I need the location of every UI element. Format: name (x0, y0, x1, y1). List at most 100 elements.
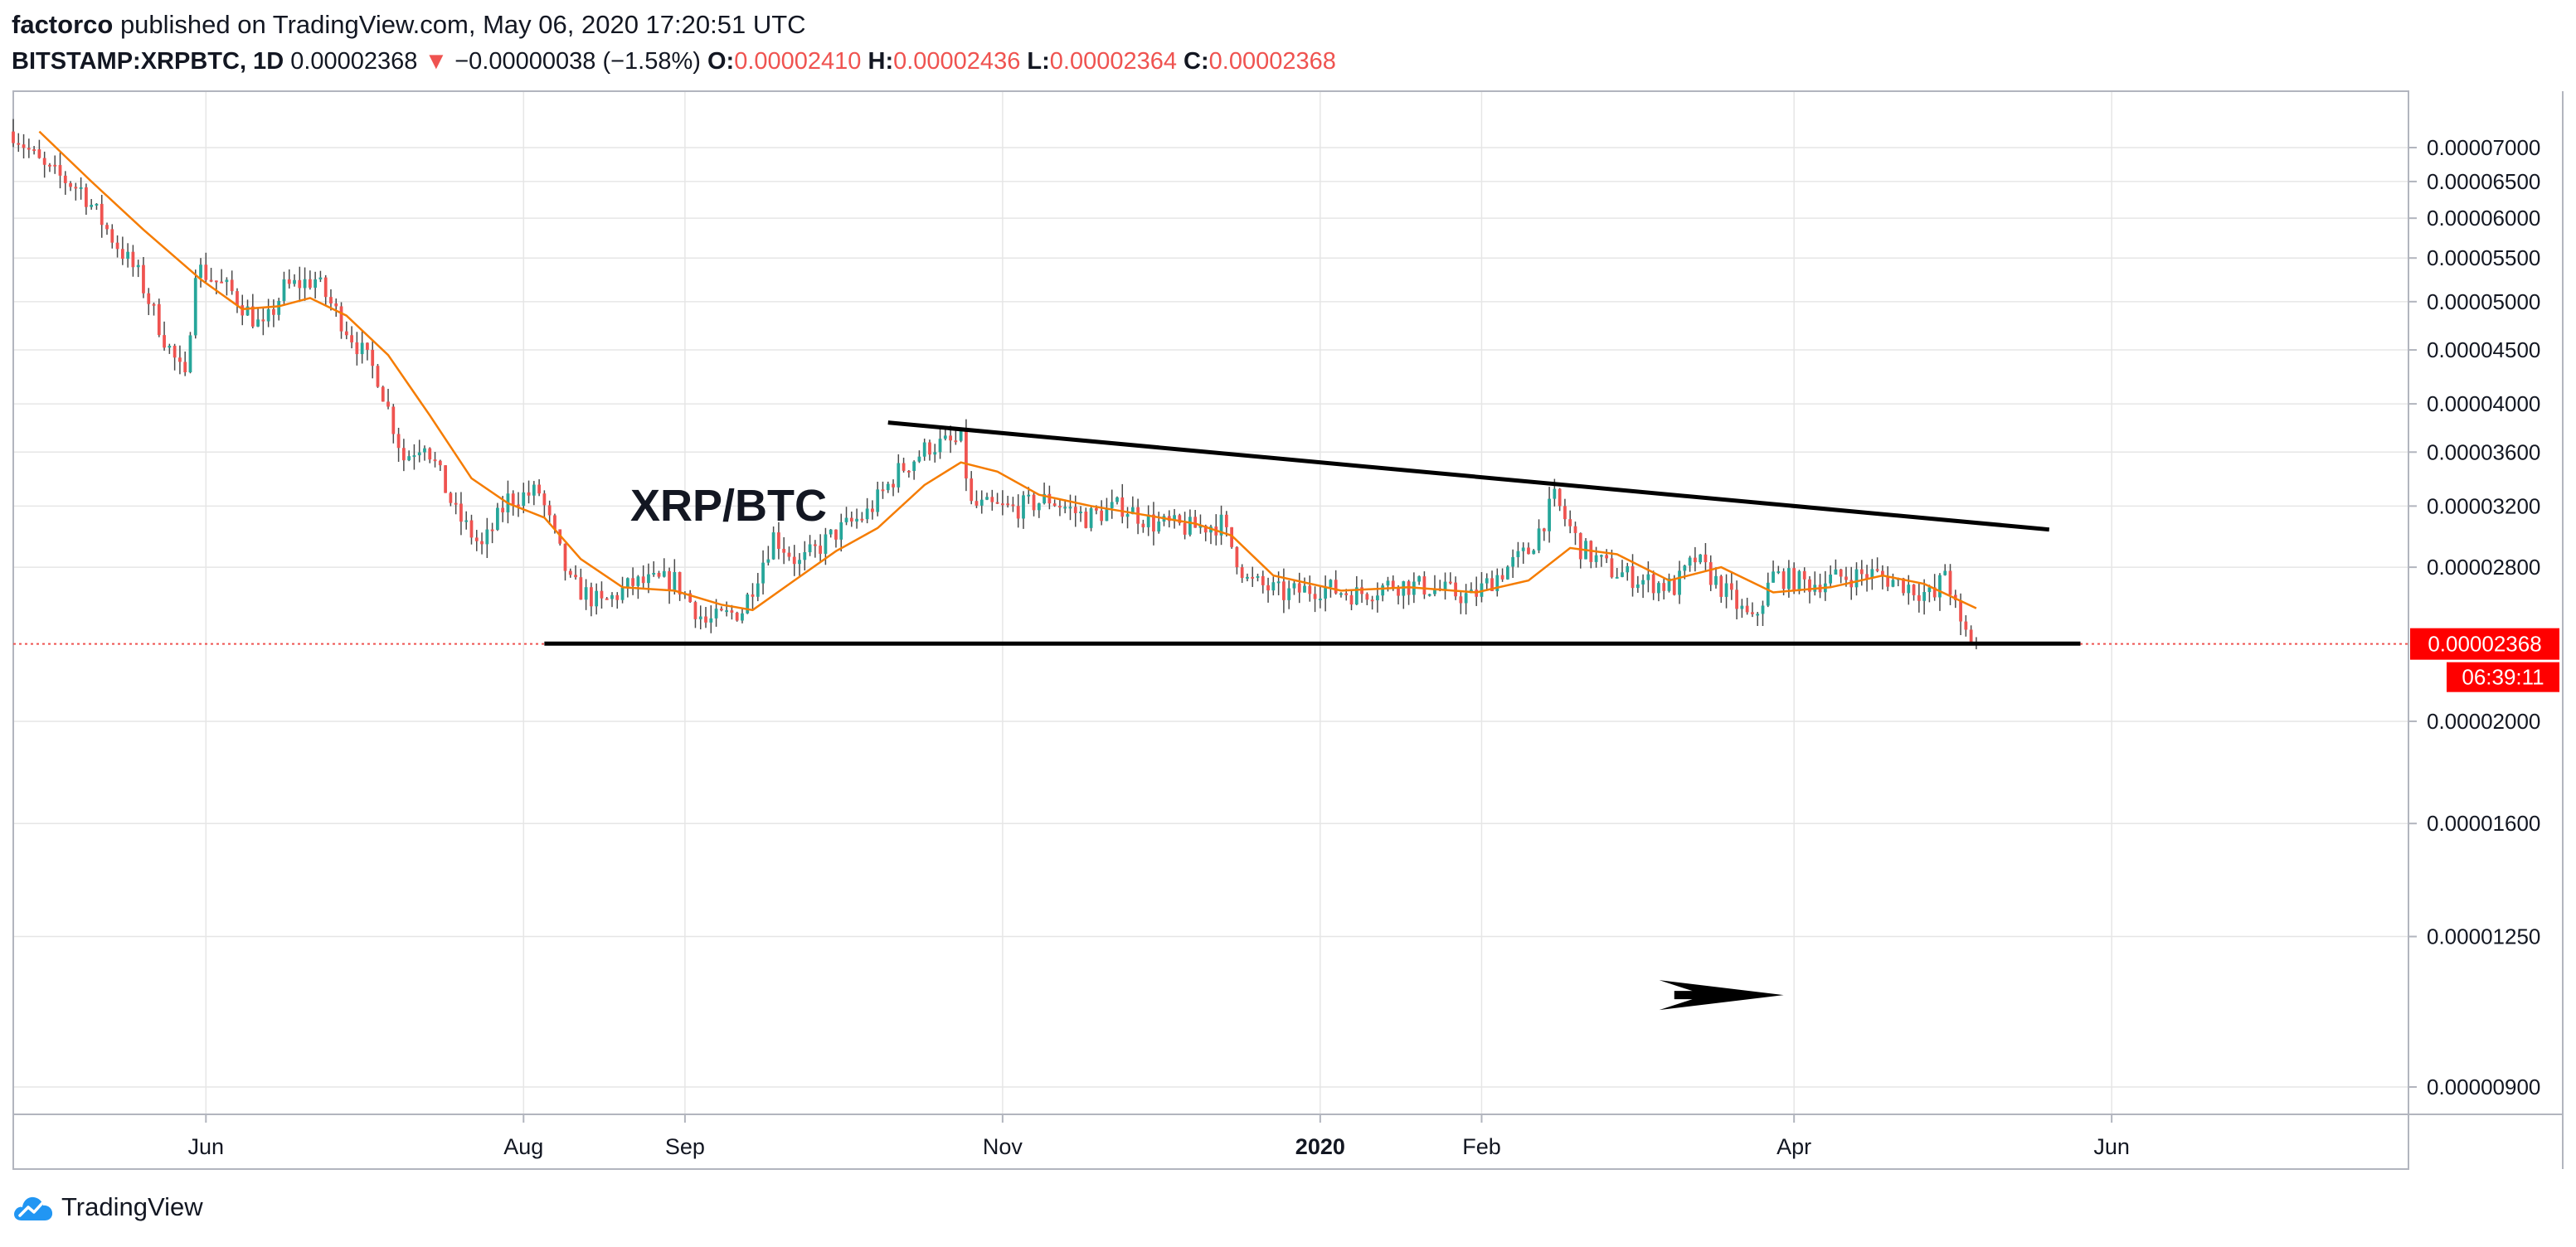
candle-body (1761, 605, 1765, 614)
candle-body (1708, 562, 1713, 585)
candle-body (1047, 493, 1052, 504)
candle-body (417, 452, 421, 456)
candle-body (511, 493, 515, 505)
candle-body (204, 264, 208, 280)
candle-body (339, 306, 343, 332)
candle-body (1386, 580, 1390, 586)
candle-body (1787, 568, 1791, 590)
candle-body (1354, 587, 1358, 605)
countdown-badge-value: 06:39:11 (2462, 665, 2544, 690)
candle-body (1224, 514, 1228, 527)
candle-body (1115, 497, 1119, 502)
candle-body (1261, 575, 1265, 585)
candle-body (1599, 555, 1603, 557)
candle-body (1251, 576, 1255, 579)
candle-body (407, 456, 411, 461)
candle-body (1704, 554, 1708, 563)
candle-body (1193, 517, 1198, 528)
candle-body (163, 335, 166, 348)
candle-body (490, 529, 494, 531)
candle-body (1626, 565, 1630, 573)
candle-body (469, 520, 474, 538)
chart-annotation[interactable]: XRP/BTC (630, 481, 827, 531)
candle-body (1152, 514, 1155, 532)
candle-body (1256, 575, 1260, 578)
candle-body (881, 489, 885, 492)
candle-body (1480, 583, 1484, 597)
candle-body (1651, 574, 1655, 594)
candle-body (1130, 507, 1135, 515)
candle-body (1198, 525, 1203, 528)
candle-body (412, 455, 416, 458)
chart-header: factorco published on TradingView.com, M… (12, 7, 1336, 80)
candle-body (647, 574, 650, 584)
candle-body (1495, 575, 1499, 591)
candle-body (1443, 581, 1447, 590)
candle-body (266, 308, 270, 322)
candle-body (1157, 521, 1161, 532)
y-tick-label: 0.00007000 (2427, 135, 2540, 160)
candle-body (1011, 504, 1015, 507)
candle-body (1318, 598, 1322, 600)
candle-body (995, 502, 999, 504)
candle-body (693, 602, 697, 619)
resistance-trendline[interactable] (887, 420, 2050, 532)
candle-body (32, 149, 36, 152)
candle-body (245, 306, 250, 316)
candle-body (1740, 605, 1744, 609)
candle-body (454, 502, 458, 505)
candle-body (1334, 580, 1338, 594)
right-arrow-icon[interactable] (1659, 980, 1784, 1011)
candle-body (1849, 580, 1854, 588)
candle-body (1433, 588, 1436, 594)
candle-body (917, 456, 921, 462)
candle-body (678, 571, 682, 595)
candle-body (1943, 570, 1947, 575)
candle-body (1464, 593, 1468, 604)
y-tick-label: 0.00001600 (2427, 811, 2540, 836)
candle-body (990, 497, 994, 502)
publisher-name[interactable]: factorco (12, 10, 114, 39)
high-value: 0.00002436 (893, 48, 1021, 75)
candle-body (495, 507, 499, 530)
candle-body (1120, 497, 1125, 517)
candle-body (178, 357, 182, 362)
candle-body (1969, 629, 1973, 643)
candle-body (1068, 507, 1072, 509)
candle-body (142, 264, 145, 294)
candle-body (1886, 576, 1890, 587)
candle-body (965, 430, 968, 479)
candle-body (136, 264, 140, 268)
candle-body (193, 278, 197, 336)
candle-body (115, 242, 119, 250)
candle-body (1246, 576, 1249, 579)
chart-frame (12, 90, 2409, 1170)
candle-body (1548, 498, 1551, 531)
candle-body (27, 148, 31, 150)
candle-body (719, 609, 723, 611)
candle-body (1219, 514, 1223, 536)
grid (13, 91, 2408, 1114)
time-axis[interactable]: Jun Aug Sep Nov 2020 Feb Apr Jun (188, 1114, 2130, 1159)
tradingview-logo[interactable]: TradingView (12, 1191, 203, 1224)
candle-body (730, 610, 734, 613)
candle-body (1235, 546, 1239, 568)
candle-body (1751, 612, 1754, 614)
candle-body (85, 187, 88, 207)
candle-body (329, 297, 333, 303)
candle-body (1938, 575, 1942, 598)
candle-body (1454, 582, 1457, 597)
candle-body (1500, 575, 1504, 580)
candle-body (1089, 508, 1093, 528)
candle-body (220, 281, 224, 284)
candle-body (396, 434, 401, 449)
candle-body (110, 229, 114, 243)
candle-body (282, 279, 286, 301)
candle-body (381, 386, 385, 402)
candle-body (657, 573, 661, 577)
price-axis[interactable]: 0.00007000 0.00006500 0.00006000 0.00005500… (2408, 135, 2540, 1099)
candle-body (464, 520, 469, 522)
candle-body (1542, 528, 1546, 531)
candle-body (350, 335, 353, 342)
